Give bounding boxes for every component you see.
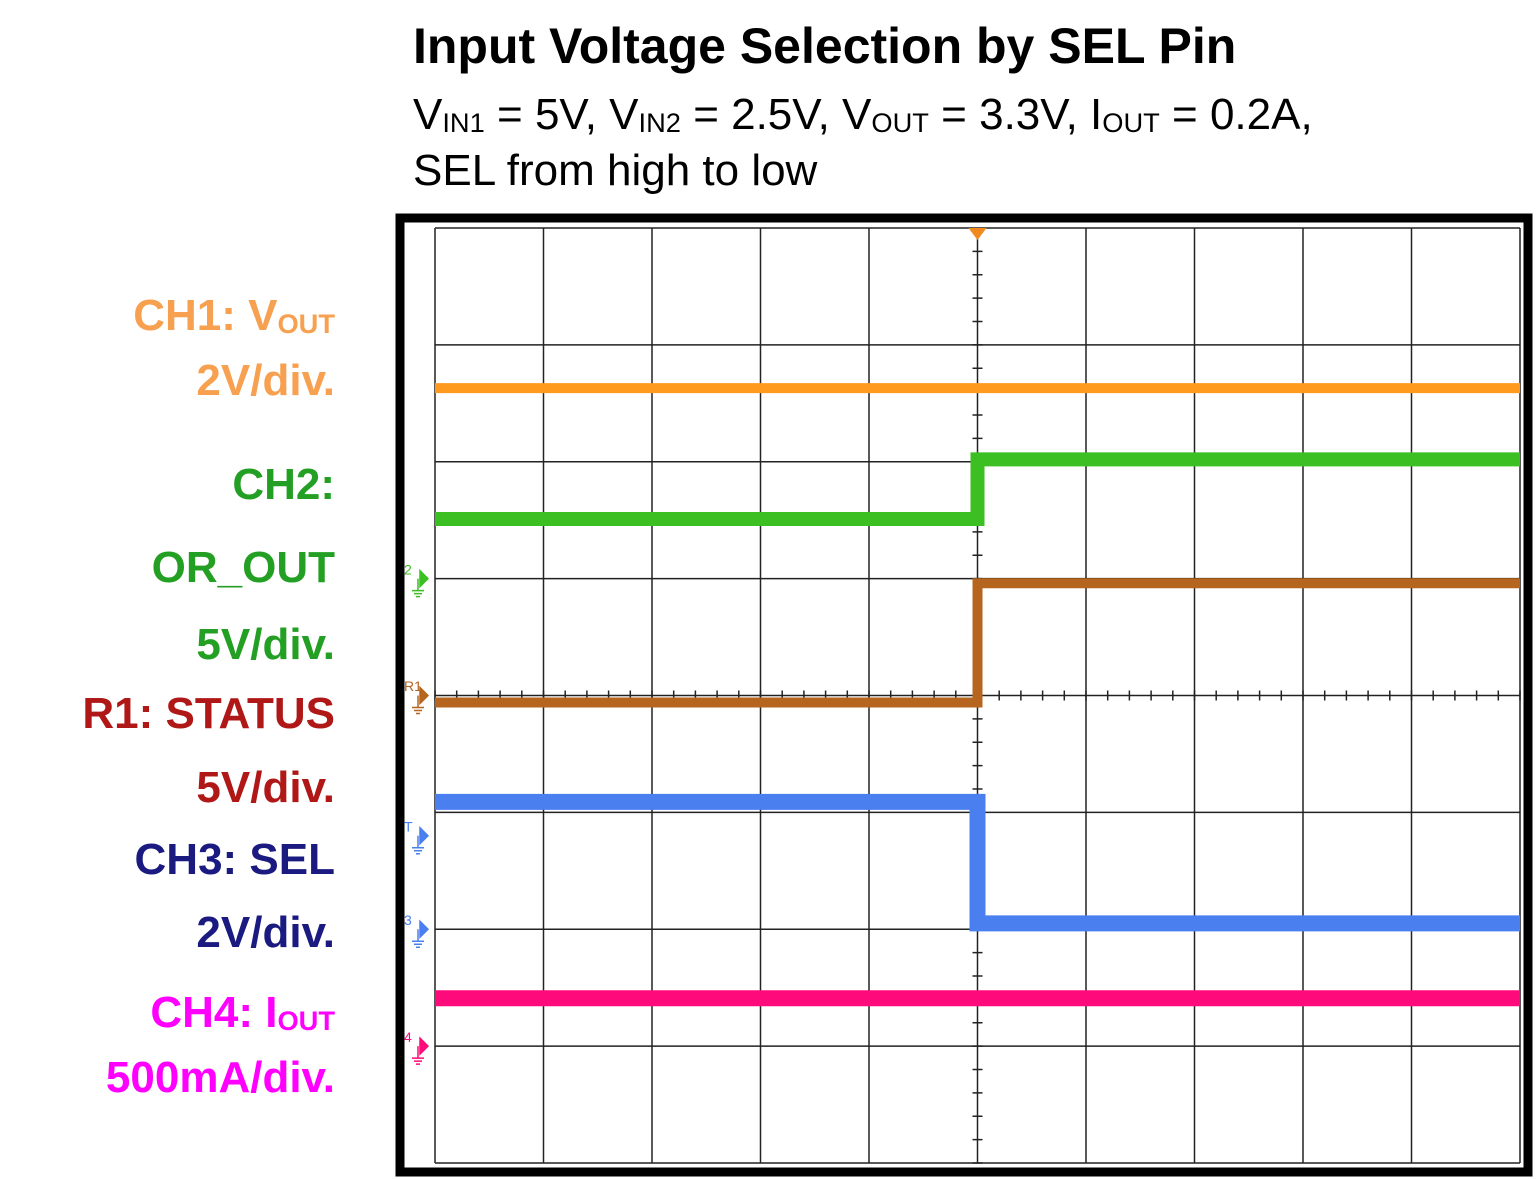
text-line: R1: STATUS bbox=[82, 689, 335, 738]
ground-marker-label: T bbox=[404, 818, 413, 834]
text-segment: 5V/div. bbox=[196, 763, 335, 812]
text-segment: = 3.3V, I bbox=[929, 90, 1102, 139]
text-segment: R1: STATUS bbox=[82, 689, 335, 738]
text-segment: CH4: I bbox=[150, 988, 277, 1037]
text-segment: CH1: V bbox=[133, 291, 278, 340]
text-line: 2V/div. bbox=[196, 356, 335, 405]
subscript: OUT bbox=[277, 1005, 335, 1036]
text-line: 5V/div. bbox=[196, 763, 335, 812]
text-line: CH2: bbox=[232, 460, 335, 509]
text-segment: = 0.2A, bbox=[1160, 90, 1313, 139]
text-segment: OR_OUT bbox=[152, 543, 335, 592]
ground-marker bbox=[412, 919, 430, 948]
text-segment: = 5V, V bbox=[485, 90, 639, 139]
text-line: 5V/div. bbox=[196, 620, 335, 669]
text-segment: CH3: SEL bbox=[135, 835, 335, 884]
ground-marker-label: 2 bbox=[404, 561, 412, 577]
ground-marker bbox=[412, 825, 430, 855]
ground-marker-label: 3 bbox=[404, 912, 412, 928]
text-line: CH3: SEL bbox=[135, 835, 335, 884]
ground-marker bbox=[412, 568, 430, 598]
text-line: SEL from high to low bbox=[413, 146, 818, 195]
text-line: CH1: VOUT bbox=[133, 291, 335, 340]
text-segment: 2V/div. bbox=[196, 356, 335, 405]
text-segment: 5V/div. bbox=[196, 620, 335, 669]
text-line: OR_OUT bbox=[152, 543, 335, 592]
subscript: OUT bbox=[1102, 107, 1160, 138]
text-line: VIN1 = 5V, VIN2 = 2.5V, VOUT = 3.3V, IOU… bbox=[413, 90, 1313, 139]
trigger-marker bbox=[968, 228, 987, 240]
text-line: CH4: IOUT bbox=[150, 988, 335, 1037]
subscript: IN1 bbox=[442, 107, 484, 138]
text-segment: = 2.5V, V bbox=[681, 90, 872, 139]
text-segment: SEL from high to low bbox=[413, 146, 818, 195]
ground-marker-label: 4 bbox=[404, 1029, 412, 1045]
text-segment: CH2: bbox=[232, 460, 335, 509]
ground-marker-label: R1 bbox=[404, 678, 422, 694]
ground-marker bbox=[412, 1036, 430, 1065]
ground-marker bbox=[412, 685, 430, 715]
text-segment: 2V/div. bbox=[196, 908, 335, 957]
text-segment: V bbox=[413, 90, 443, 139]
subscript: OUT bbox=[871, 107, 929, 138]
text-line: 500mA/div. bbox=[106, 1053, 335, 1102]
chart-title: Input Voltage Selection by SEL Pin bbox=[413, 18, 1236, 74]
subscript: IN2 bbox=[639, 107, 681, 138]
text-line: 2V/div. bbox=[196, 908, 335, 957]
subscript: OUT bbox=[277, 308, 335, 339]
text-segment: 500mA/div. bbox=[106, 1053, 335, 1102]
